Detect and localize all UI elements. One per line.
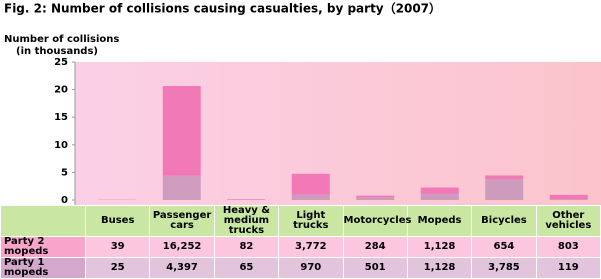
bar-segment <box>163 86 201 176</box>
value-label: 39 <box>86 237 150 258</box>
bar-segment <box>292 174 330 195</box>
value-label: 501 <box>343 258 407 279</box>
value-label: 4,397 <box>150 258 214 279</box>
bar-segment <box>356 197 394 200</box>
value-label: 654 <box>472 237 536 258</box>
value-label: 3,772 <box>279 237 343 258</box>
y-tick-label: 5 <box>61 167 68 178</box>
category-label: Heavy & medium trucks <box>214 206 278 237</box>
table-corner <box>1 206 86 237</box>
value-label: 16,252 <box>150 237 214 258</box>
category-label: Passenger cars <box>150 206 214 237</box>
category-label: Light trucks <box>279 206 343 237</box>
value-label: 119 <box>536 258 600 279</box>
value-label: 803 <box>536 237 600 258</box>
category-label: Motorcycles <box>343 206 407 237</box>
bar-segment <box>421 194 459 200</box>
y-axis-label: Number of collisions <box>4 34 119 45</box>
bar-segment <box>550 195 588 199</box>
y-tick-label: 25 <box>54 57 68 68</box>
category-label: Other vehicles <box>536 206 600 237</box>
value-label: 65 <box>214 258 278 279</box>
category-label: Mopeds <box>407 206 471 237</box>
value-label: 82 <box>214 237 278 258</box>
y-tick-label: 20 <box>54 85 68 96</box>
chart: Fig. 2: Number of collisions causing cas… <box>0 0 601 205</box>
bar-segment <box>356 196 394 198</box>
value-label: 1,128 <box>407 237 471 258</box>
y-tick-label: 15 <box>54 112 68 123</box>
category-label: Bicycles <box>472 206 536 237</box>
legend-label: Party 1 mopeds <box>1 258 86 279</box>
value-label: 284 <box>343 237 407 258</box>
value-label: 1,128 <box>407 258 471 279</box>
value-label: 25 <box>86 258 150 279</box>
bar-segment <box>550 199 588 200</box>
bar-segment <box>163 176 201 200</box>
y-tick-label: 0 <box>61 195 68 205</box>
y-tick-label: 10 <box>54 140 68 151</box>
category-label: Buses <box>86 206 150 237</box>
bar-segment <box>485 175 523 179</box>
legend-label: Party 2 mopeds <box>1 237 86 258</box>
value-label: 3,785 <box>472 258 536 279</box>
bar-segment <box>292 195 330 200</box>
page: Fig. 2: Number of collisions causing cas… <box>0 0 601 260</box>
y-axis-label: (in thousands) <box>16 46 98 57</box>
value-label: 970 <box>279 258 343 279</box>
chart-title: Fig. 2: Number of collisions causing cas… <box>4 1 441 16</box>
bar-segment <box>421 188 459 194</box>
bar-segment <box>485 179 523 200</box>
